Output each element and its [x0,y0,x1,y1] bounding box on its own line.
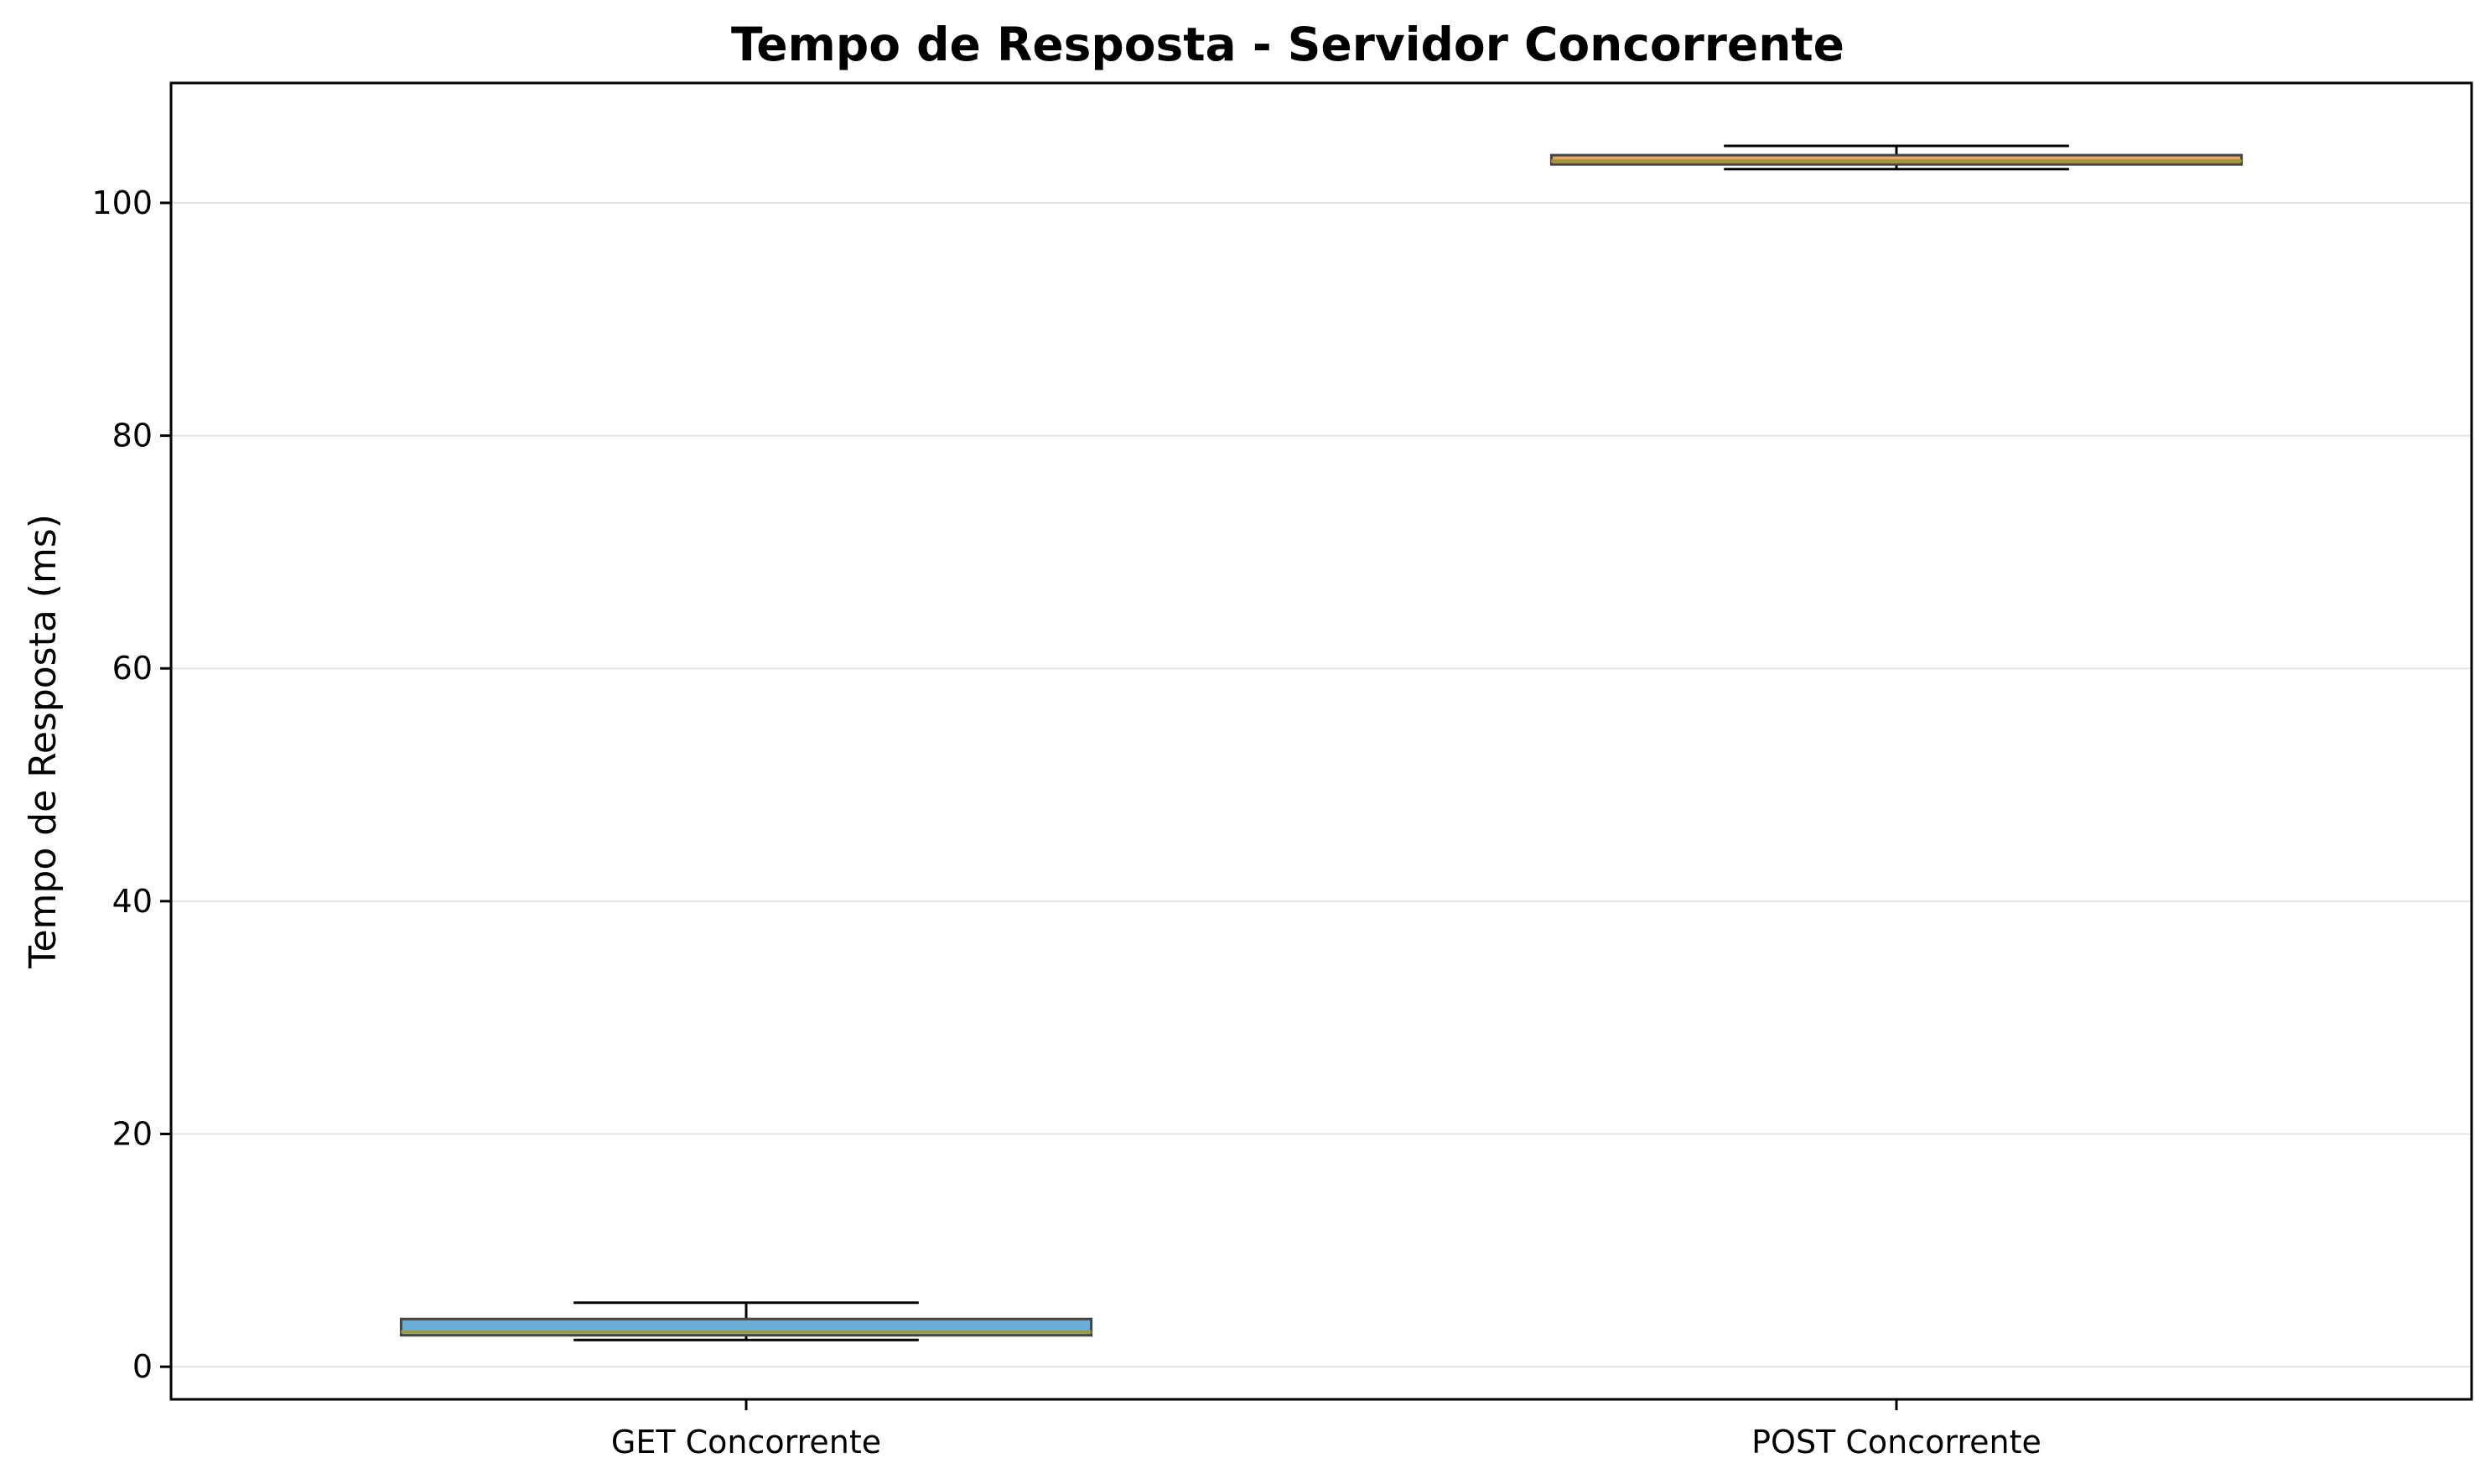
box-get-concorrente [399,1301,1093,1341]
x-tick-label: GET Concorrente [611,1424,881,1461]
axis-ticks: 0 20 40 60 80 100 GET Concorrente POST Concorre… [91,184,2041,1461]
y-axis-label: Tempo de Resposta (ms) [22,514,65,969]
y-tick-label: 60 [112,650,153,687]
y-tick-label: 0 [132,1348,153,1385]
y-tick-label: 100 [91,184,153,221]
boxes [399,144,2244,1341]
chart-title: Tempo de Resposta - Servidor Concorrente [731,18,1844,71]
y-tick-label: 80 [112,418,153,454]
x-tick-label: POST Concorrente [1751,1424,2041,1461]
y-gridlines [171,201,2472,1368]
y-tick-label: 40 [112,883,153,920]
box-post-concorrente [1549,144,2244,171]
y-tick-label: 20 [112,1116,153,1153]
plot-frame [169,81,2473,1401]
